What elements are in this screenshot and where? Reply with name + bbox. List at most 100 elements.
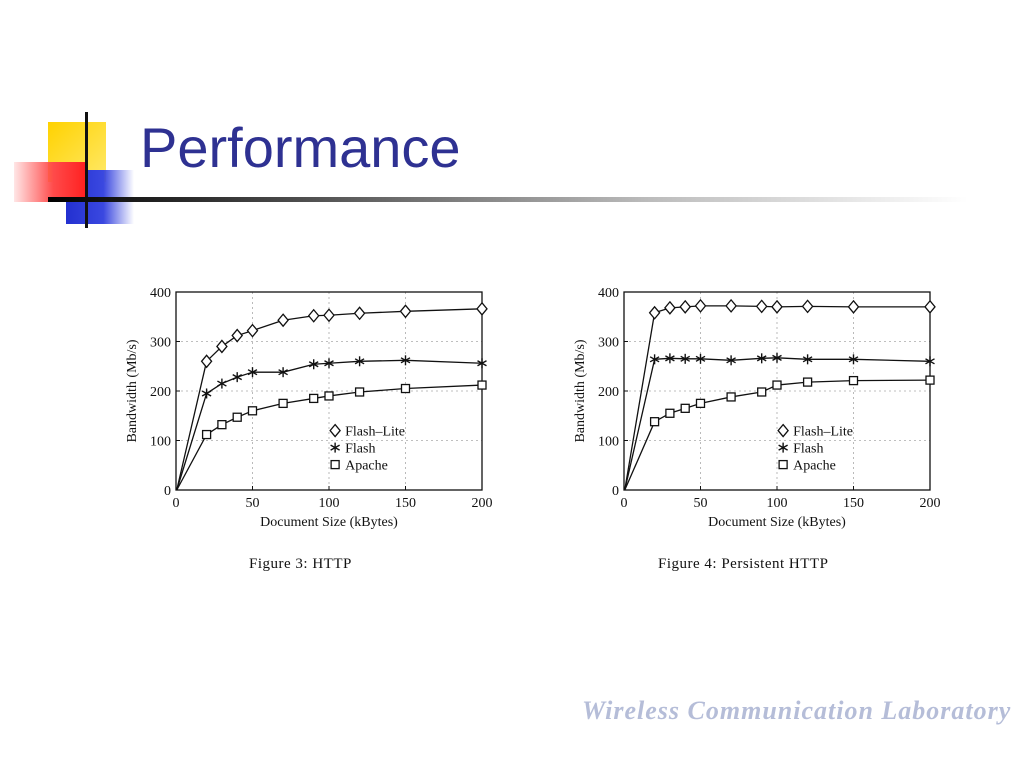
x-tick-label: 100	[319, 496, 340, 511]
legend-label: Apache	[793, 459, 836, 474]
data-point-asterisk	[649, 354, 660, 365]
data-point-diamond	[648, 305, 661, 320]
data-point-diamond	[216, 339, 228, 354]
data-point-diamond	[476, 301, 488, 316]
page-title: Performance	[140, 116, 461, 179]
figure-caption-persistent-http: Figure 4: Persistent HTTP	[658, 556, 829, 572]
data-point-asterisk	[772, 352, 782, 363]
data-point-diamond	[694, 298, 707, 313]
legend-marker-asterisk	[778, 442, 788, 453]
data-point-diamond	[725, 298, 737, 313]
data-point-diamond	[664, 300, 676, 315]
data-point-diamond	[200, 354, 213, 369]
data-point-asterisk	[354, 356, 365, 367]
data-point-square	[217, 420, 227, 430]
data-point-diamond	[277, 313, 289, 328]
data-point-square	[477, 380, 487, 390]
data-point-square	[772, 380, 782, 390]
data-point-square	[848, 375, 859, 386]
legend-label: Flash	[793, 442, 823, 457]
x-tick-label: 50	[246, 496, 260, 511]
legend-label: Flash	[345, 442, 375, 457]
y-axis-label: Bandwidth (Mb/s)	[573, 339, 588, 442]
data-point-asterisk	[848, 354, 859, 365]
legend-marker-asterisk	[330, 442, 340, 453]
data-point-asterisk	[695, 353, 706, 364]
data-point-asterisk	[756, 353, 767, 364]
chart-http: 0 50 100 150 200 0 100 200 300 400 Document Size (…	[125, 286, 493, 530]
y-tick-label: 400	[150, 286, 171, 301]
data-point-asterisk	[217, 378, 227, 389]
x-tick-label: 200	[920, 496, 941, 511]
data-point-asterisk	[247, 367, 258, 378]
legend-label: Apache	[345, 459, 388, 474]
data-point-diamond	[353, 306, 366, 321]
data-point-asterisk	[278, 367, 288, 378]
watermark-text: Wireless Communication Laboratory	[582, 696, 1012, 725]
y-tick-label: 200	[150, 385, 171, 400]
legend-label: Flash–Lite	[793, 425, 853, 440]
chart-persistent-http: 0 50 100 150 200 0 100 200 300 400 Document Size (…	[573, 286, 941, 530]
legend-marker-diamond	[777, 423, 789, 438]
data-point-asterisk	[726, 355, 736, 366]
x-tick-label: 0	[173, 496, 180, 511]
legend-marker-square	[330, 459, 340, 470]
x-axis-label: Document Size (kBytes)	[708, 515, 846, 530]
title-divider	[48, 197, 968, 202]
data-point-asterisk	[665, 353, 675, 364]
data-point-square	[354, 387, 365, 397]
data-point-square	[925, 375, 935, 385]
data-point-diamond	[679, 299, 692, 314]
data-point-asterisk	[308, 359, 319, 370]
data-point-square	[232, 412, 242, 422]
data-point-diamond	[801, 299, 814, 314]
figure-caption-http: Figure 3: HTTP	[249, 556, 352, 572]
data-point-asterisk	[400, 355, 411, 366]
x-tick-label: 150	[395, 496, 416, 511]
data-point-diamond	[924, 299, 936, 314]
data-point-asterisk	[925, 356, 935, 367]
data-point-diamond	[231, 328, 244, 343]
y-tick-label: 0	[164, 484, 171, 499]
x-tick-label: 0	[621, 496, 628, 511]
data-point-square	[726, 392, 736, 402]
y-tick-label: 200	[598, 385, 619, 400]
data-point-asterisk	[324, 358, 334, 369]
data-point-diamond	[307, 308, 320, 323]
data-point-square	[247, 406, 258, 416]
data-point-square	[757, 387, 767, 397]
deco-vertical-line	[85, 112, 88, 228]
data-point-square	[665, 408, 675, 418]
data-point-asterisk	[201, 388, 212, 399]
x-tick-label: 50	[694, 496, 708, 511]
data-point-asterisk	[477, 358, 487, 369]
data-point-square	[680, 403, 690, 413]
data-point-square	[324, 391, 334, 401]
legend-label: Flash–Lite	[345, 425, 405, 440]
data-point-square	[802, 377, 813, 387]
y-tick-label: 300	[598, 336, 619, 351]
x-tick-label: 150	[843, 496, 864, 511]
data-point-square	[649, 417, 660, 427]
data-point-diamond	[246, 323, 259, 338]
data-point-asterisk	[232, 372, 243, 383]
x-tick-label: 200	[472, 496, 493, 511]
data-point-diamond	[399, 304, 412, 319]
data-point-diamond	[323, 308, 335, 323]
y-tick-label: 100	[598, 435, 619, 450]
data-point-square	[309, 393, 319, 404]
deco-red-square	[14, 162, 86, 202]
data-point-diamond	[847, 299, 860, 314]
y-tick-label: 300	[150, 336, 171, 351]
y-tick-label: 400	[598, 286, 619, 301]
legend-marker-square	[778, 459, 788, 470]
data-point-diamond	[771, 299, 783, 314]
x-tick-label: 100	[767, 496, 788, 511]
y-tick-label: 0	[612, 484, 619, 499]
data-point-diamond	[755, 299, 768, 314]
data-point-asterisk	[802, 354, 813, 365]
data-point-square	[278, 398, 288, 409]
data-point-asterisk	[680, 353, 691, 364]
x-axis-label: Document Size (kBytes)	[260, 515, 398, 530]
data-point-square	[400, 383, 411, 394]
